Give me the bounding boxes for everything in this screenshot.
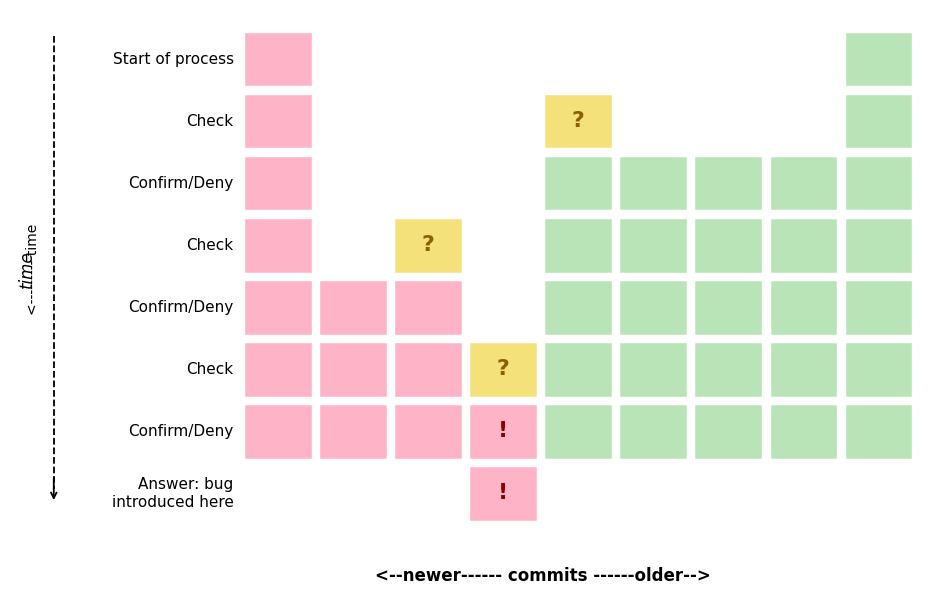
Bar (243, 403, 313, 460)
Bar (243, 279, 313, 336)
Bar (544, 217, 613, 273)
Bar (843, 217, 912, 273)
Bar (243, 217, 313, 273)
Text: Answer: bug
introduced here: Answer: bug introduced here (112, 477, 234, 510)
Text: <--newer------ commits ------older-->: <--newer------ commits ------older--> (375, 567, 711, 585)
Text: time: time (18, 251, 35, 288)
Text: !: ! (498, 422, 508, 442)
Text: Start of process: Start of process (113, 52, 234, 66)
Text: Confirm/Deny: Confirm/Deny (128, 300, 234, 315)
Text: Confirm/Deny: Confirm/Deny (128, 424, 234, 439)
Bar (394, 403, 463, 460)
Text: ?: ? (572, 111, 585, 131)
Text: Check: Check (186, 238, 234, 253)
Bar (768, 403, 838, 460)
Bar (318, 279, 387, 336)
Text: Confirm/Deny: Confirm/Deny (128, 176, 234, 191)
Bar (243, 31, 313, 87)
Bar (618, 341, 688, 398)
Text: ?: ? (496, 359, 509, 379)
Bar (694, 403, 762, 460)
Bar (618, 403, 688, 460)
Bar (694, 217, 762, 273)
Text: Check: Check (186, 113, 234, 129)
Bar (318, 403, 387, 460)
Bar (694, 341, 762, 398)
Bar (394, 341, 463, 398)
Bar (768, 279, 838, 336)
Bar (843, 93, 912, 149)
Text: <--------- time: <--------- time (25, 224, 40, 315)
Text: ?: ? (422, 235, 435, 256)
Bar (843, 341, 912, 398)
Bar (468, 341, 537, 398)
Bar (843, 403, 912, 460)
Text: Check: Check (186, 362, 234, 377)
Bar (843, 31, 912, 87)
Bar (544, 341, 613, 398)
Bar (468, 465, 537, 522)
Bar (544, 93, 613, 149)
Bar (243, 93, 313, 149)
Bar (768, 217, 838, 273)
Bar (544, 279, 613, 336)
Bar (618, 155, 688, 212)
Bar (843, 155, 912, 212)
Bar (694, 155, 762, 212)
Text: !: ! (498, 484, 508, 503)
Bar (768, 155, 838, 212)
Bar (768, 341, 838, 398)
Bar (544, 403, 613, 460)
Bar (243, 155, 313, 212)
Bar (394, 217, 463, 273)
Bar (694, 279, 762, 336)
Bar (843, 279, 912, 336)
Bar (243, 341, 313, 398)
Bar (318, 341, 387, 398)
Bar (468, 403, 537, 460)
Bar (394, 279, 463, 336)
Bar (618, 279, 688, 336)
Bar (544, 155, 613, 212)
Bar (618, 217, 688, 273)
